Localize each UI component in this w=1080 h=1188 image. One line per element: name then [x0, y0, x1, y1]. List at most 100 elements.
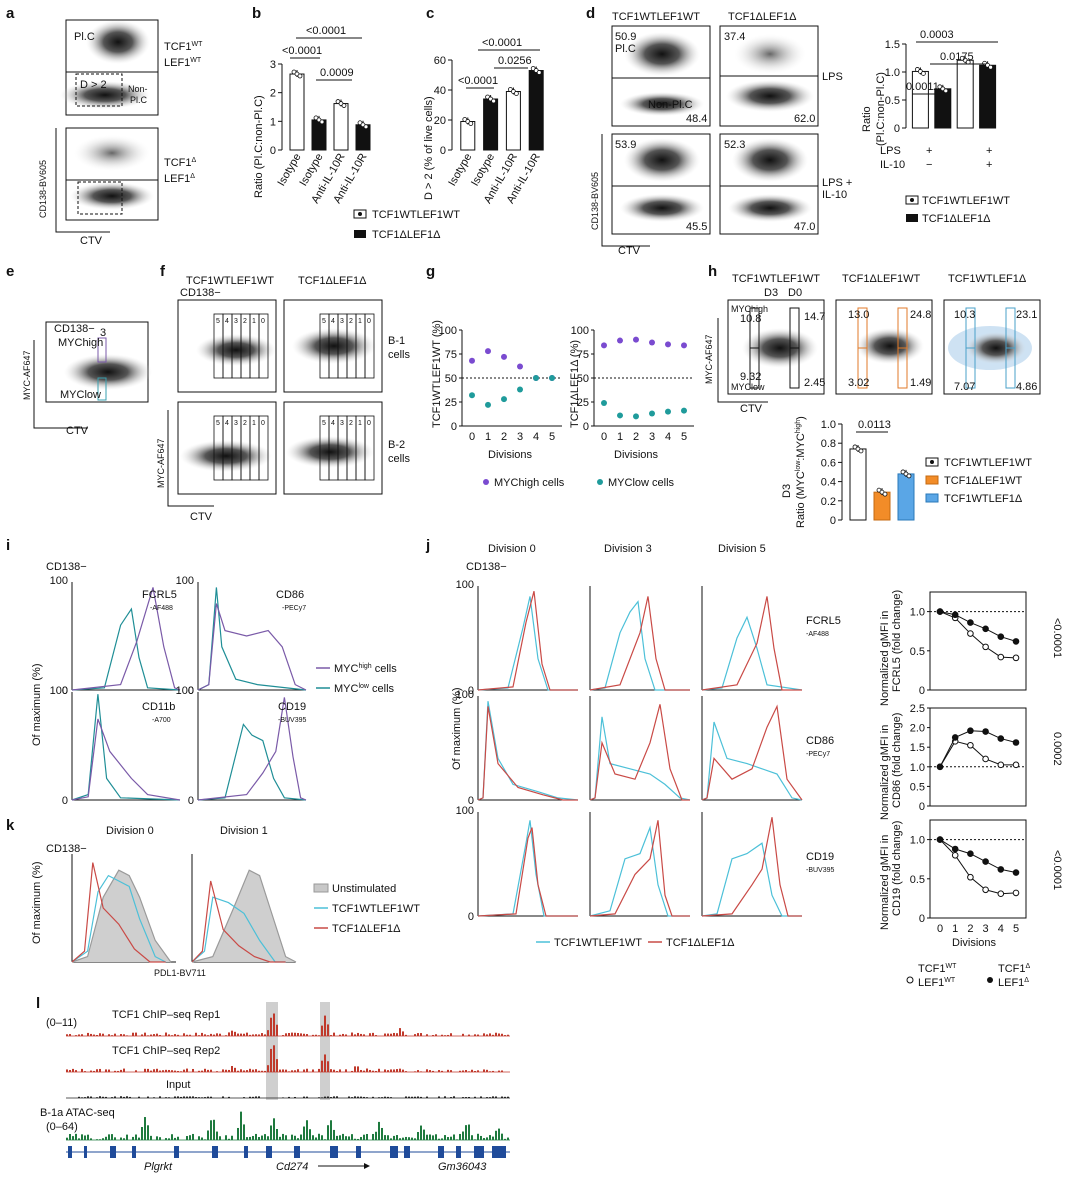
flow-f-tr: [283, 299, 383, 393]
signal-bar: [381, 1127, 383, 1140]
hist-wt: [477, 820, 578, 917]
signal-bar: [357, 1032, 359, 1036]
division-gate-label: 4: [331, 420, 335, 427]
signal-bar: [471, 1069, 473, 1072]
point-wt: [967, 630, 974, 637]
data-point: [858, 448, 864, 454]
signal-bar: [339, 1069, 341, 1072]
signal-bar: [384, 1096, 386, 1098]
signal-bar: [105, 1096, 107, 1098]
hist-d: [701, 596, 802, 691]
point-d: [936, 836, 944, 843]
signal-bar: [399, 1138, 401, 1140]
signal-bar: [402, 1137, 404, 1140]
signal-bar: [396, 1033, 398, 1036]
point-d: [967, 850, 974, 858]
h-1-br: 2.45: [804, 377, 825, 389]
point-myclow: [533, 375, 539, 381]
signal-bar: [294, 1070, 296, 1072]
signal-bar: [306, 1034, 308, 1036]
y-tick-label: 0: [468, 795, 474, 807]
signal-bar: [168, 1069, 170, 1072]
signal-bar: [114, 1070, 116, 1072]
hist-wt: [477, 701, 579, 801]
d-lps-1: +: [926, 145, 932, 157]
line-chart-frame: [929, 707, 1027, 807]
pval-d-3: 0.0003: [920, 29, 954, 41]
signal-bar: [405, 1096, 407, 1098]
series-line-d: [939, 839, 1017, 874]
signal-bar: [474, 1034, 476, 1036]
signal-bar: [120, 1034, 122, 1036]
signal-bar: [108, 1034, 110, 1036]
exon: [110, 1146, 116, 1158]
signal-bar: [471, 1135, 473, 1140]
i-m1: FCRL5: [142, 589, 177, 601]
panel-c: c D > 2 (% of live cells) 0204060Isotype…: [423, 5, 544, 206]
genome-tracks: [66, 1013, 510, 1141]
signal-bar: [492, 1034, 494, 1036]
division-gate: [258, 415, 269, 481]
signal-bar: [363, 1034, 365, 1036]
signal-bar: [420, 1071, 422, 1072]
d-br-top: 52.3: [724, 139, 745, 151]
flow-density-nonplc-wt: [60, 81, 150, 109]
ylabel-b: Ratio (Pl.C:non-Pl.C): [253, 95, 265, 198]
signal-bar: [468, 1071, 470, 1072]
signal-bar: [87, 1096, 89, 1098]
flow-f-br: [283, 401, 383, 495]
j-r1-ylabel-1: Normalized gMFI in: [879, 611, 891, 706]
signal-bar: [420, 1125, 422, 1140]
axes-e: [33, 340, 88, 429]
signal-bar: [165, 1032, 167, 1036]
l-t1: TCF1 ChIP–seq Rep1: [112, 1009, 220, 1021]
l-gene3: Gm36043: [438, 1161, 487, 1173]
point-wt: [997, 761, 1005, 769]
pval-c-3: 0.0256: [498, 55, 532, 67]
signal-bar: [444, 1096, 446, 1098]
axes-f: [167, 410, 214, 507]
signal-bar: [408, 1137, 410, 1140]
flow-f-tl-d: [196, 334, 276, 366]
signal-bar: [270, 1125, 272, 1140]
exon: [132, 1146, 136, 1158]
signal-bar: [504, 1096, 506, 1098]
signal-bar: [252, 1069, 254, 1072]
exon: [174, 1146, 179, 1158]
signal-bar: [216, 1131, 218, 1140]
y-tick-label: 0: [270, 145, 276, 157]
signal-bar: [147, 1125, 149, 1140]
panel-letter-l: l: [36, 995, 40, 1012]
signal-bar: [393, 1032, 395, 1036]
signal-bar: [135, 1032, 137, 1036]
division-gate: [364, 415, 375, 481]
y-tick-label: 0: [919, 685, 925, 697]
signal-bar: [258, 1137, 260, 1140]
signal-bar: [174, 1137, 176, 1140]
point-myclow: [601, 399, 607, 406]
point-mychigh: [501, 353, 507, 360]
signal-bar: [465, 1097, 467, 1098]
d-row1: LPS: [822, 71, 843, 83]
y-tick-label: 100: [50, 685, 68, 697]
signal-bar: [432, 1070, 434, 1072]
signal-bar: [393, 1135, 395, 1140]
signal-bar: [276, 1024, 278, 1036]
highlight-2: [320, 1002, 330, 1100]
point-wt: [1012, 761, 1020, 769]
hist-mychigh: [71, 587, 181, 691]
legend-bc-wt-dot: [358, 212, 362, 216]
gate-e-high: [97, 337, 107, 363]
x-tick-label: 4: [533, 431, 539, 443]
signal-bar: [249, 1034, 251, 1036]
flow-d-br: [719, 133, 819, 235]
signal-bar: [96, 1139, 98, 1140]
hist-d: [589, 820, 690, 917]
signal-bar: [303, 1069, 305, 1072]
signal-bar: [474, 1139, 476, 1140]
signal-bar: [507, 1137, 509, 1140]
y-tick-label: 100: [50, 575, 68, 587]
signal-bar: [132, 1136, 134, 1140]
signal-bar: [66, 1034, 68, 1036]
